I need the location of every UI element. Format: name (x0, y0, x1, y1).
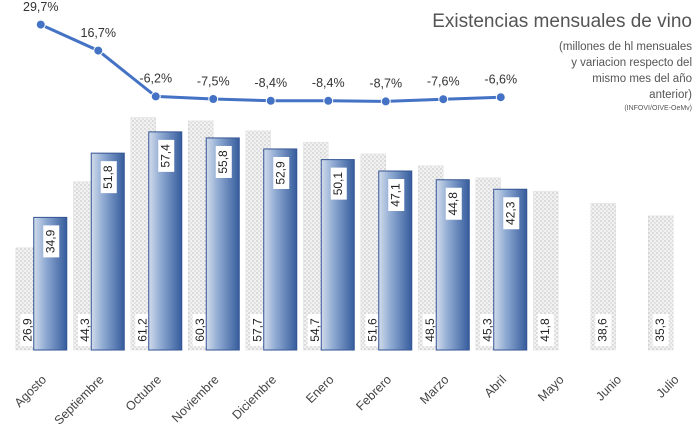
line-value-label: 16,7% (81, 26, 116, 40)
value-label: 38,6 (595, 318, 609, 342)
value-label-bg (388, 179, 405, 212)
value-label-bg (307, 314, 324, 346)
value-label-bg (503, 197, 520, 230)
x-tick-label: Febrero (353, 373, 394, 414)
line-point (150, 91, 161, 102)
value-label: 26,9 (20, 318, 34, 342)
line-point (208, 94, 219, 104)
value-label-bg (135, 314, 152, 346)
value-label: 45,3 (480, 318, 494, 342)
line-value-label: -8,4% (254, 76, 287, 90)
value-label-bg (215, 145, 232, 178)
value-label: 48,5 (423, 318, 437, 342)
x-tick-label: Octubre (123, 373, 164, 414)
value-label: 44,8 (446, 192, 460, 216)
value-label-bg (158, 139, 175, 172)
line-point (265, 95, 276, 106)
subtitle: (millones de hl mensuales (559, 41, 692, 53)
line-value-label: -8,7% (369, 77, 402, 91)
source: (INFOVI/OIVE-OeMv) (624, 105, 692, 112)
line-point (495, 92, 506, 103)
x-tick-label: Marzo (417, 373, 451, 407)
line-point (438, 94, 449, 105)
value-label-bg (537, 314, 554, 346)
value-label: 51,6 (365, 318, 379, 342)
value-label-bg (77, 314, 94, 346)
value-label: 60,3 (193, 318, 207, 342)
x-tick-label: Agosto (12, 373, 49, 410)
value-label: 47,1 (388, 183, 402, 207)
value-label: 54,7 (308, 318, 322, 342)
x-tick-label: Abril (482, 373, 510, 401)
value-label: 42,3 (503, 201, 517, 225)
line-value-label: -7,6% (427, 74, 460, 88)
x-tick-label: Diciembre (230, 373, 280, 423)
line-value-label: -6,2% (139, 72, 172, 86)
value-label: 61,2 (135, 318, 149, 342)
value-label-bg (365, 314, 382, 346)
line-value-label: -7,5% (197, 74, 230, 88)
value-label-bg (20, 314, 37, 346)
line-point (323, 95, 334, 106)
value-label-bg (330, 167, 347, 200)
x-tick-label: Septiembre (52, 373, 107, 428)
value-label: 44,3 (78, 318, 92, 342)
value-label-bg (652, 314, 669, 346)
value-label: 51,8 (101, 165, 115, 189)
x-tick-label: Mayo (535, 373, 567, 405)
value-label-bg (100, 161, 117, 194)
line-value-label: -8,4% (312, 76, 345, 90)
value-label: 52,9 (273, 161, 287, 185)
value-label-bg (480, 314, 497, 346)
value-label: 57,7 (250, 318, 264, 342)
subtitle: y variacion respecto del (571, 57, 692, 69)
value-label: 41,8 (538, 318, 552, 342)
value-label: 35,3 (653, 318, 667, 342)
line-point (93, 45, 104, 56)
value-label: 57,4 (158, 144, 172, 168)
x-tick-label: Enero (303, 373, 337, 407)
line-value-label: -6,6% (484, 72, 517, 86)
value-label-bg (273, 156, 290, 189)
x-tick-label: Junio (593, 373, 624, 404)
subtitle: anterior) (649, 89, 692, 101)
value-label-bg (43, 225, 60, 258)
value-label-bg (595, 314, 612, 346)
line-point (380, 96, 391, 107)
value-label: 50,1 (331, 172, 345, 196)
chart-title: Existencias mensuales de vino (432, 11, 692, 32)
x-tick-label: Noviembre (169, 373, 222, 426)
x-tick-label: Julio (654, 373, 682, 401)
value-label: 55,8 (216, 150, 230, 174)
value-label: 34,9 (43, 229, 57, 253)
value-label-bg (445, 187, 462, 220)
subtitle: mismo mes del año (592, 73, 692, 85)
value-label-bg (422, 314, 439, 346)
value-label-bg (192, 314, 209, 346)
line-point (35, 19, 46, 30)
line-value-label: 29,7% (23, 0, 58, 14)
value-label-bg (250, 314, 267, 346)
